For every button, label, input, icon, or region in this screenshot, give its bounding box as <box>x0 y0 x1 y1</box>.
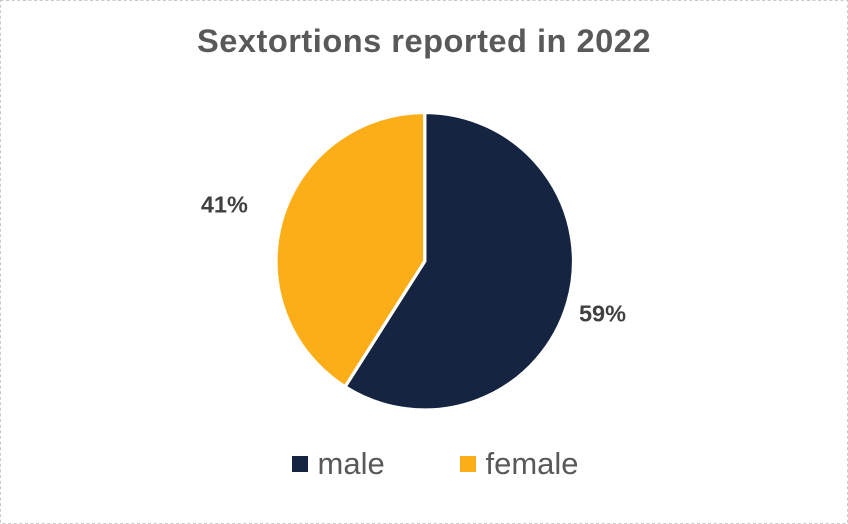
legend-label-male[interactable]: male <box>317 445 385 481</box>
pie-slice-male[interactable] <box>342 110 576 412</box>
legend-swatch-female-icon[interactable] <box>460 456 476 472</box>
legend-swatch-male-icon[interactable] <box>292 456 308 472</box>
chart-title: Sextortions reported in 2022 <box>197 21 651 59</box>
data-label-female: 41% <box>200 190 248 217</box>
pie-slice-female[interactable] <box>274 110 427 390</box>
legend-label-female[interactable]: female <box>485 445 579 481</box>
data-label-male: 59% <box>578 300 627 327</box>
